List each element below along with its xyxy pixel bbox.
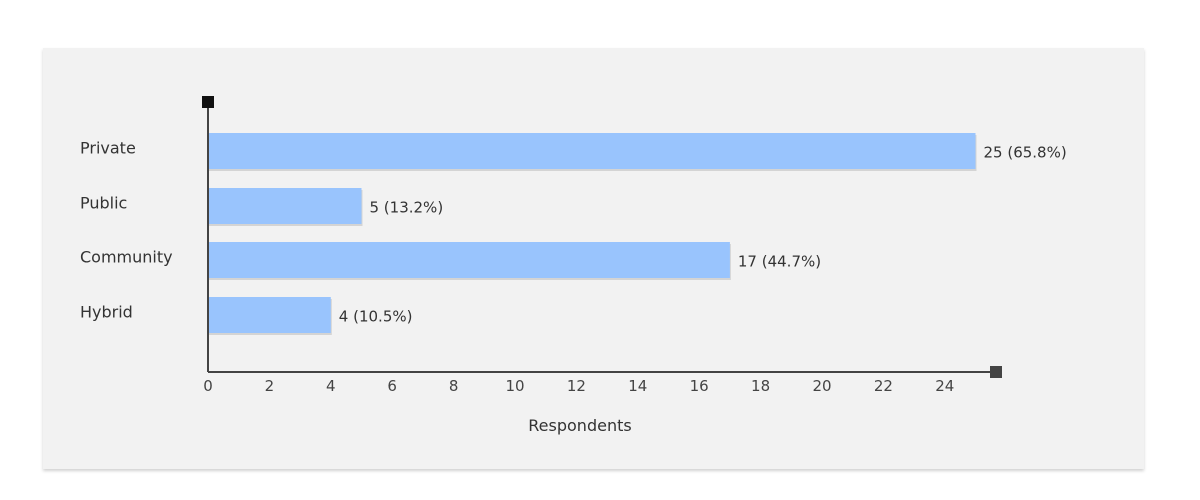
x-axis-end-marker	[990, 366, 1002, 378]
x-tick-label: 24	[935, 377, 954, 395]
x-tick-label: 6	[387, 377, 397, 395]
x-tick-label: 14	[628, 377, 647, 395]
x-tick-label: 20	[812, 377, 831, 395]
x-tick-label: 18	[751, 377, 770, 395]
category-label-community: Community	[80, 248, 173, 267]
value-label-private: 25 (65.8%)	[984, 144, 1067, 162]
axes-layer	[202, 96, 1002, 378]
category-label-public: Public	[80, 194, 127, 213]
value-label-public: 5 (13.2%)	[370, 199, 444, 217]
category-label-private: Private	[80, 139, 136, 158]
bar-hybrid	[208, 297, 331, 333]
x-tick-label: 16	[690, 377, 709, 395]
x-tick-label: 22	[874, 377, 893, 395]
bar-private	[208, 133, 976, 169]
bar-public	[208, 188, 362, 224]
x-tick-label: 12	[567, 377, 586, 395]
x-tick-label: 8	[449, 377, 459, 395]
x-tick-label: 2	[265, 377, 275, 395]
x-tick-label: 10	[505, 377, 524, 395]
bar-community	[208, 242, 730, 278]
value-label-hybrid: 4 (10.5%)	[339, 308, 413, 326]
labels-layer: Private 25 (65.8%) Public 5 (13.2%) Communit…	[80, 139, 1067, 326]
bars-layer	[208, 133, 977, 335]
value-label-community: 17 (44.7%)	[738, 253, 821, 271]
category-label-hybrid: Hybrid	[80, 303, 133, 322]
x-axis-title: Respondents	[528, 416, 631, 435]
y-axis-end-marker	[202, 96, 214, 108]
x-tick-label: 0	[203, 377, 213, 395]
x-tick-label: 4	[326, 377, 336, 395]
x-tick-labels: 0 2 4 6 8 10 12 14 16 18 20 22 24	[203, 377, 954, 395]
